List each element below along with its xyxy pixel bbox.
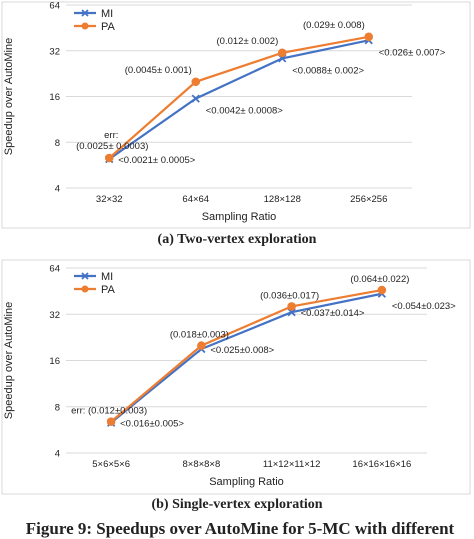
x-tick-label: 256×256: [350, 194, 387, 205]
caption-b: (b) Single-vertex exploration: [151, 497, 323, 512]
legend-marker: [81, 285, 89, 293]
caption-a: (a) Two-vertex exploration: [157, 232, 317, 247]
data-label: err: (0.012±0.003): [71, 406, 147, 417]
data-point-mi: [191, 94, 200, 103]
data-label: <0.037±0.014>: [301, 308, 365, 319]
data-label: <0.016±0.005>: [120, 419, 184, 430]
data-label: (0.018±0.003): [170, 330, 229, 341]
chart-a: 4 8 16 32 64 32×32 64×64 128×128 256×256 Sampling…: [1, 1, 471, 229]
series-line-pa: [110, 288, 383, 423]
data-point-pa: [364, 32, 374, 42]
data-label: <0.025±0.008>: [210, 345, 274, 356]
data-label: <0.054±0.023>: [392, 301, 456, 312]
y-tick-label: 64: [49, 264, 60, 275]
y-tick-label: 8: [55, 402, 60, 413]
x-tick-label: 32×32: [96, 194, 123, 205]
x-axis-label: Sampling Ratio: [209, 476, 284, 488]
data-label: <0.026± 0.007>: [379, 47, 446, 58]
data-point-pa: [377, 285, 387, 295]
data-point-pa: [191, 77, 201, 87]
data-label: <0.0042± 0.0008>: [206, 106, 284, 117]
series-line-mi: [108, 39, 369, 160]
data-label: <0.0088± 0.002>: [292, 65, 364, 76]
chart-panel-a: 4 8 16 32 64 32×32 64×64 128×128 256×256 Sampling…: [0, 0, 474, 255]
legend-entry: PA: [101, 21, 116, 33]
x-tick-label: 128×128: [264, 194, 301, 205]
series-line-pa: [108, 35, 369, 159]
y-tick-label: 32: [49, 46, 60, 57]
y-tick-label: 16: [49, 92, 60, 103]
data-label: (0.064±0.022): [350, 274, 409, 285]
data-point-pa: [287, 302, 296, 311]
data-point-pa: [277, 48, 287, 58]
y-tick-label: 16: [49, 356, 60, 367]
legend-entry: PA: [101, 284, 116, 296]
y-tick-label: 32: [49, 310, 60, 321]
data-point-pa: [197, 341, 206, 350]
data-label: <0.0021± 0.0005>: [118, 155, 196, 166]
data-label: (0.029± 0.008): [303, 20, 365, 31]
data-label: (0.036±0.017): [260, 290, 319, 301]
legend-marker: [81, 272, 89, 280]
data-point-pa: [104, 153, 114, 163]
figure-caption: Figure 9: Speedups over AutoMine for 5-M…: [25, 519, 455, 538]
legend-marker: [81, 22, 89, 30]
data-label: err:: [104, 130, 118, 141]
y-axis-label: Speedup over AutoMine: [3, 38, 15, 155]
y-tick-label: 64: [49, 1, 60, 12]
x-axis-label: Sampling Ratio: [202, 211, 277, 223]
legend-entry: MI: [101, 271, 113, 283]
data-point-pa: [106, 417, 116, 426]
x-tick-label: 64×64: [182, 194, 209, 205]
x-tick-label: 11×12×11×12: [263, 459, 321, 470]
data-label: (0.0025± 0.0003): [76, 141, 148, 152]
legend-marker: [81, 9, 89, 17]
y-tick-label: 4: [55, 184, 60, 195]
legend-entry: MI: [101, 8, 113, 20]
chart-b: 4 8 16 32 64 5×6×5×6 8×8×8×8 11×12×11×12 16×16×1…: [1, 259, 471, 495]
chart-frame: [1, 1, 471, 229]
y-axis-label: Speedup over AutoMine: [3, 302, 15, 419]
chart-panel-b: 4 8 16 32 64 5×6×5×6 8×8×8×8 11×12×11×12 16×16×1…: [0, 258, 474, 520]
x-tick-label: 5×6×5×6: [92, 459, 130, 470]
data-label: (0.0045± 0.001): [125, 65, 192, 76]
x-tick-label: 8×8×8×8: [182, 459, 220, 470]
x-tick-label: 16×16×16×16: [352, 459, 411, 470]
y-tick-label: 4: [55, 449, 60, 460]
y-tick-label: 8: [55, 138, 60, 149]
series-line-mi: [110, 292, 383, 424]
data-label: (0.012± 0.002): [217, 36, 279, 47]
chart-frame: [1, 259, 471, 495]
